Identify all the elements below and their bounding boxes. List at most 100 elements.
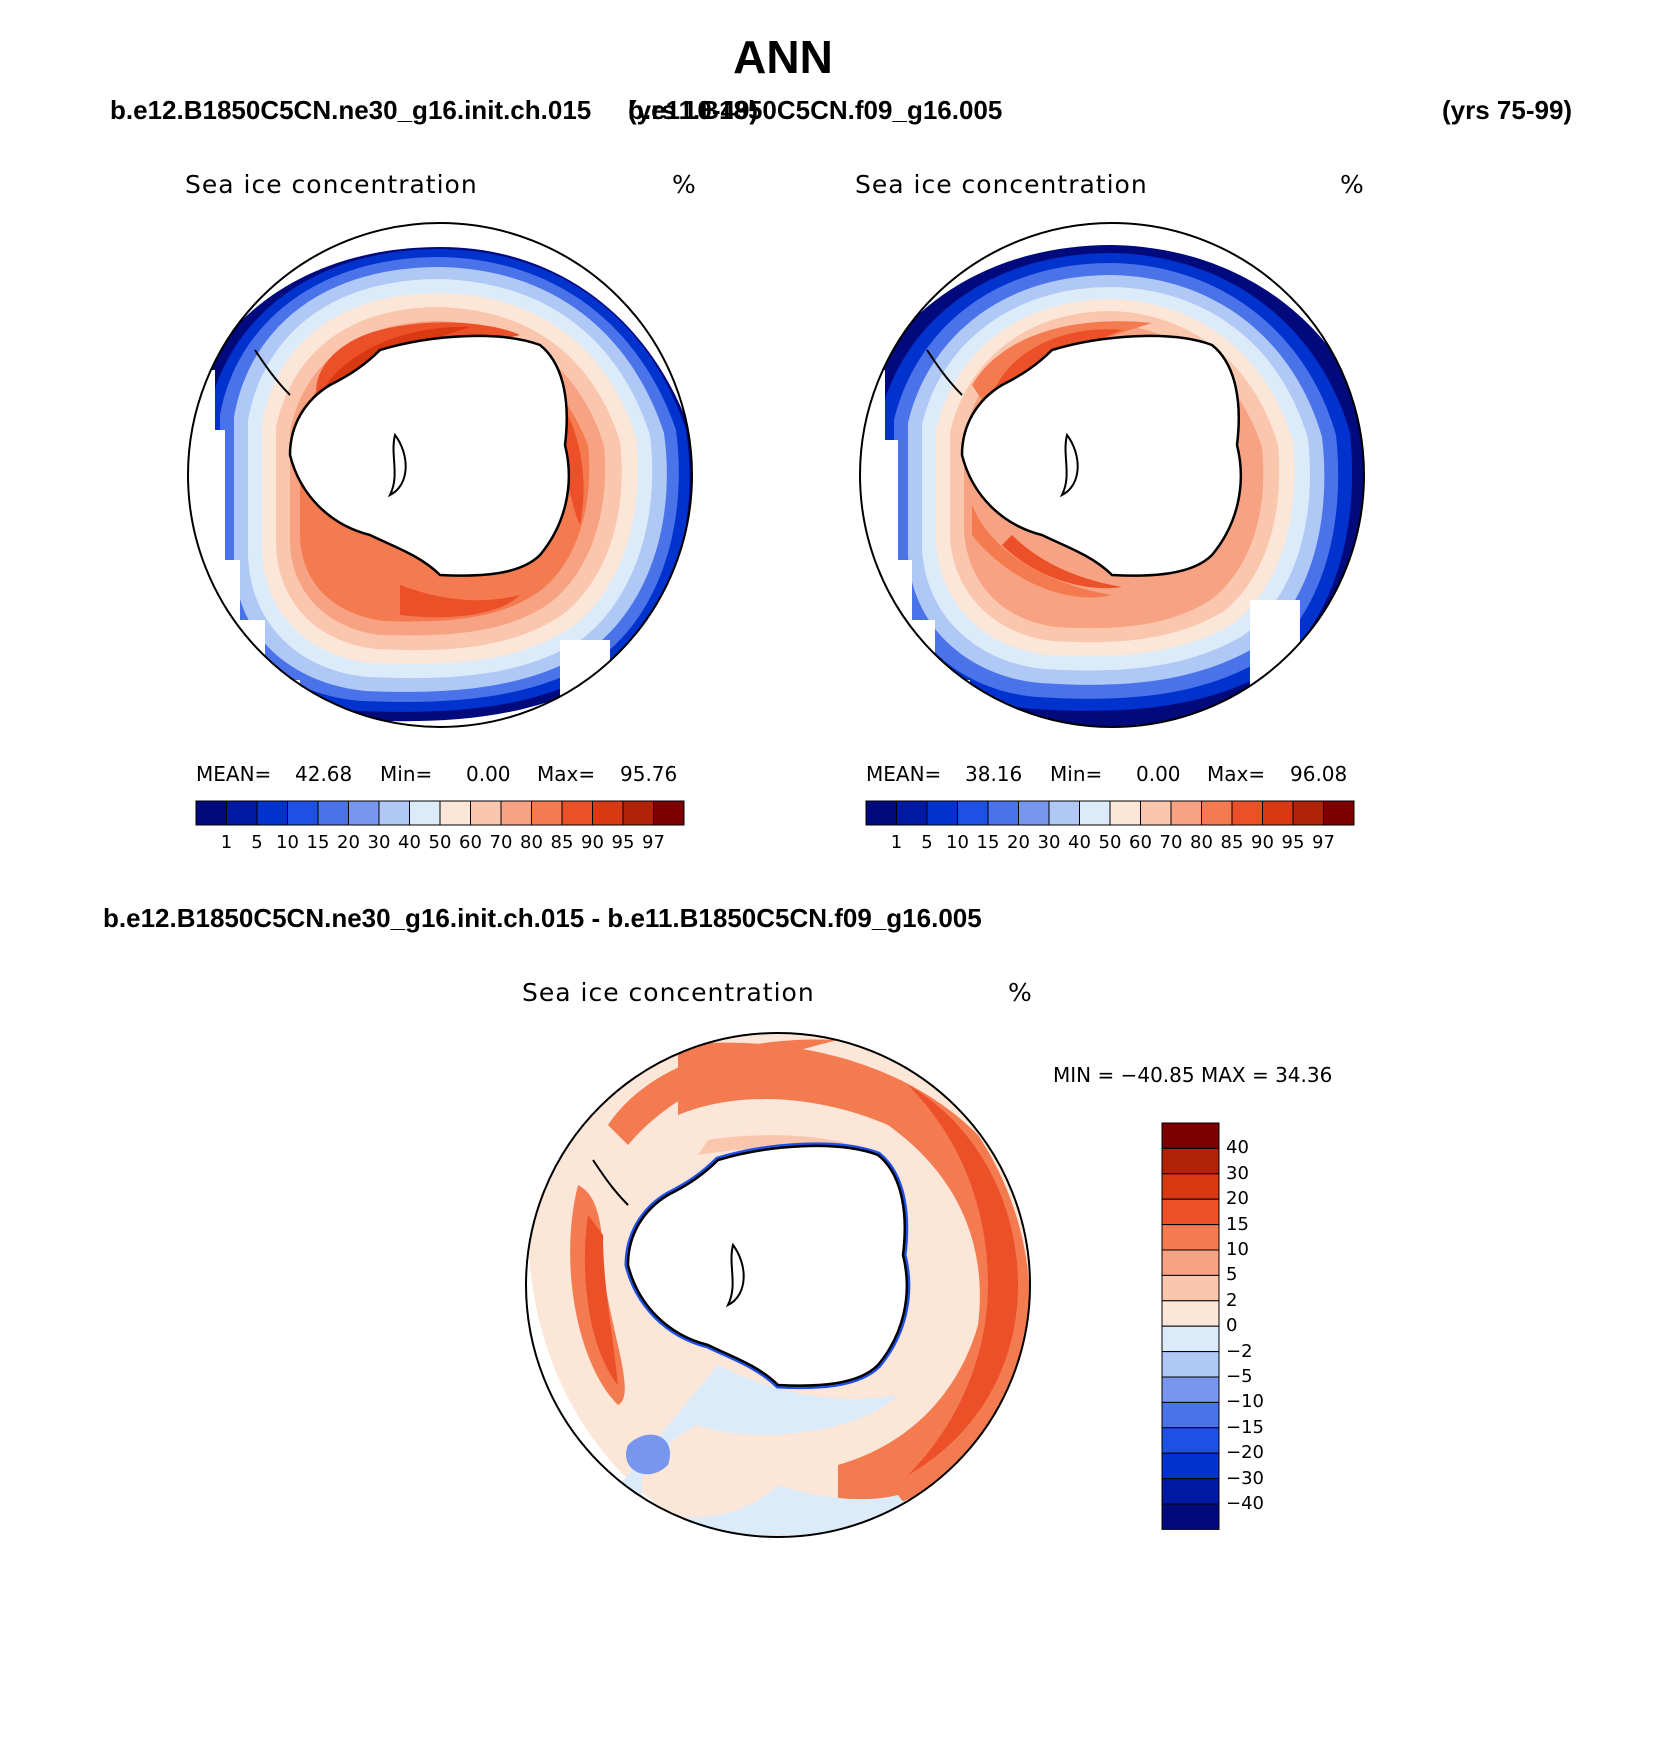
- colorbar-box: [1292, 800, 1324, 826]
- colorbar-tick-label: −20: [1226, 1442, 1264, 1464]
- panel2-subtitle: Sea ice concentration: [855, 170, 1148, 199]
- colorbar-box: [1262, 800, 1294, 826]
- colorbar-box: [439, 800, 471, 826]
- panel2-mean-label: MEAN=: [866, 762, 942, 786]
- diff-minmax: MIN = −40.85 MAX = 34.36: [1053, 1063, 1333, 1087]
- colorbar-box: [1161, 1351, 1220, 1378]
- panel2-max: 96.08: [1290, 762, 1348, 786]
- colorbar-tick-label: 10: [276, 832, 299, 853]
- colorbar-tick-label: 1: [220, 832, 233, 853]
- colorbar-box: [348, 800, 380, 826]
- colorbar-box: [592, 800, 624, 826]
- colorbar-box: [561, 800, 593, 826]
- colorbar-tick-label: 40: [1068, 832, 1091, 853]
- colorbar-box: [226, 800, 258, 826]
- colorbar-box: [256, 800, 288, 826]
- panel1-mean-label: MEAN=: [196, 762, 272, 786]
- colorbar-tick-label: 70: [1159, 832, 1183, 853]
- colorbar-box: [622, 800, 654, 826]
- colorbar-tick-label: 20: [1226, 1188, 1249, 1210]
- colorbar-tick-label: 20: [1007, 832, 1030, 853]
- colorbar-tick-label: 20: [337, 832, 360, 853]
- diff-units: %: [1008, 978, 1033, 1007]
- colorbar-tick-label: −40: [1226, 1493, 1264, 1514]
- colorbar-tick-label: 10: [1226, 1239, 1249, 1260]
- colorbar-box: [1079, 800, 1111, 826]
- colorbar-box: [1161, 1224, 1220, 1251]
- panel2-case-name: b.e11.B1850C5CN.f09_g16.005: [628, 95, 1003, 125]
- diff-map: [526, 1033, 1030, 1537]
- colorbar-box: [653, 800, 685, 826]
- diff-subtitle: Sea ice concentration: [522, 978, 815, 1007]
- colorbar-box: [1161, 1478, 1220, 1505]
- colorbar-tick-label: 15: [1226, 1213, 1249, 1235]
- colorbar-tick-label: 2: [1226, 1289, 1238, 1311]
- colorbar-tick-label: 0: [1226, 1315, 1238, 1337]
- diff-map-border: [525, 1032, 1031, 1538]
- colorbar-tick-label: 40: [398, 832, 421, 853]
- colorbar-box: [470, 800, 502, 826]
- panel1-max: 95.76: [620, 762, 678, 786]
- panel1-max-label: Max=: [537, 762, 596, 786]
- colorbar-box: [1161, 1300, 1220, 1327]
- colorbar-box: [957, 800, 989, 826]
- colorbar-tick-label: −15: [1226, 1416, 1264, 1438]
- colorbar-box: [1161, 1325, 1220, 1353]
- colorbar-tick-label: 85: [1220, 832, 1244, 853]
- colorbar-box: [287, 800, 319, 826]
- panel2-units: %: [1340, 170, 1365, 199]
- panel1-case-name: b.e12.B1850C5CN.ne30_g16.init.ch.015: [110, 95, 592, 125]
- colorbar-tick-label: 70: [489, 832, 513, 853]
- colorbar-tick-label: 97: [1312, 832, 1335, 853]
- panel2-max-label: Max=: [1207, 762, 1266, 786]
- panel2-min-label: Min=: [1050, 762, 1103, 786]
- diff-title: b.e12.B1850C5CN.ne30_g16.init.ch.015 - b…: [103, 903, 982, 933]
- colorbar-box: [987, 800, 1019, 826]
- colorbar-box: [1161, 1452, 1220, 1480]
- colorbar-box: [865, 800, 897, 826]
- colorbar-box: [1161, 1376, 1220, 1403]
- colorbar-box: [1140, 800, 1172, 826]
- colorbar-box: [1109, 800, 1141, 826]
- colorbar-box: [1170, 800, 1202, 826]
- colorbar-box: [1161, 1401, 1220, 1429]
- colorbar-box: [1161, 1503, 1220, 1530]
- colorbar-box: [409, 800, 441, 826]
- colorbar-box: [378, 800, 410, 826]
- colorbar-box: [1161, 1198, 1220, 1226]
- colorbar-tick-label: 5: [251, 832, 263, 853]
- panel2-colorbar: [865, 800, 1355, 826]
- colorbar-tick-label: 15: [306, 832, 330, 853]
- colorbar-box: [195, 800, 227, 826]
- panel1-mean: 42.68: [295, 762, 353, 786]
- colorbar-tick-label: 80: [520, 832, 543, 853]
- colorbar-tick-label: −5: [1226, 1366, 1253, 1387]
- colorbar-tick-label: 95: [611, 832, 635, 853]
- colorbar-tick-label: 10: [946, 832, 969, 853]
- panel1-min: 0.00: [466, 762, 511, 786]
- page-title: ANN: [733, 31, 833, 83]
- colorbar-tick-label: 85: [550, 832, 574, 853]
- colorbar-tick-label: 30: [1226, 1162, 1249, 1184]
- colorbar-tick-label: 40: [1226, 1137, 1249, 1159]
- colorbar-tick-label: 50: [1098, 832, 1122, 853]
- colorbar-box: [1201, 800, 1233, 826]
- panel2-mean: 38.16: [965, 762, 1023, 786]
- colorbar-box: [1161, 1147, 1220, 1175]
- panel1-map-border: [187, 222, 693, 728]
- colorbar-tick-label: −30: [1226, 1467, 1264, 1489]
- colorbar-box: [1048, 800, 1080, 826]
- colorbar-box: [1161, 1427, 1220, 1454]
- colorbar-box: [896, 800, 928, 826]
- colorbar-box: [1161, 1122, 1220, 1149]
- panel1-years: (yrs 10-49): [628, 95, 759, 125]
- panel1-subtitle: Sea ice concentration: [185, 170, 478, 199]
- colorbar-tick-label: 97: [642, 832, 665, 853]
- colorbar-box: [1161, 1249, 1220, 1276]
- colorbar-box: [500, 800, 532, 826]
- panel1-min-label: Min=: [380, 762, 433, 786]
- panel2-years: (yrs 75-99): [1442, 95, 1573, 125]
- colorbar-tick-label: 1: [890, 832, 903, 853]
- colorbar-tick-label: 90: [1251, 832, 1274, 853]
